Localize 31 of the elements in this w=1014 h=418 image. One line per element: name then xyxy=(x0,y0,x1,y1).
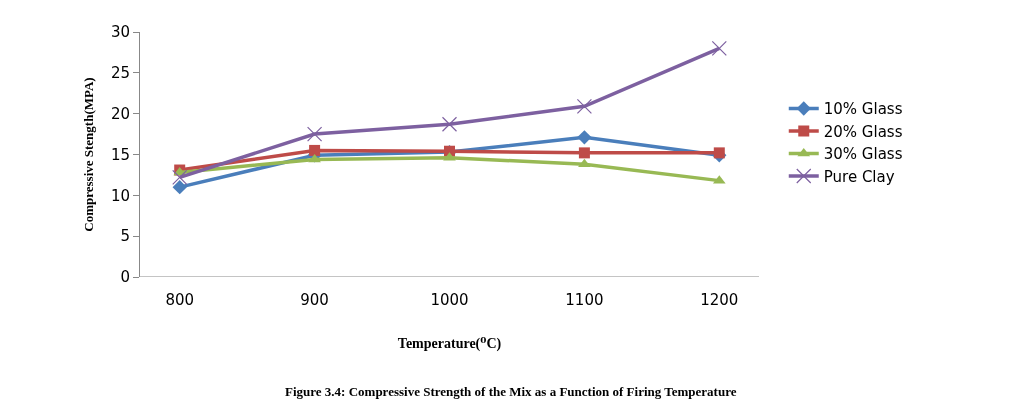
x-tick-label: 1100 xyxy=(565,291,604,309)
point xyxy=(578,158,591,168)
point xyxy=(441,116,458,132)
point xyxy=(309,144,321,156)
y-axis-title: Compressive Stength(MPA) xyxy=(80,77,96,232)
x-tick-label: 1200 xyxy=(700,291,739,309)
x-tick-label: 1000 xyxy=(430,291,469,309)
point xyxy=(308,153,321,163)
point xyxy=(576,98,592,114)
legend-label: 20% Glass xyxy=(823,122,903,141)
point xyxy=(307,126,323,142)
y-tick-label: 0 xyxy=(120,268,130,287)
y-tick-label: 10 xyxy=(110,186,130,205)
x-tick-label: 900 xyxy=(300,291,329,309)
y-tick-label: 5 xyxy=(120,227,130,246)
y-tick-label: 20 xyxy=(110,104,130,123)
point xyxy=(172,180,187,195)
y-tick-label: 15 xyxy=(110,145,130,164)
point xyxy=(172,169,188,185)
caption: Figure 3.4: Compressive Strength of the Mix as a Function of Firing Temperature xyxy=(285,384,737,399)
legend-label: Pure Clay xyxy=(823,167,895,186)
legend-label: 30% Glass xyxy=(823,145,903,164)
point xyxy=(578,147,590,159)
point xyxy=(577,130,592,145)
legend-label: 10% Glass xyxy=(823,100,903,119)
x-tick-label: 800 xyxy=(165,291,195,309)
x-axis-title: Temperature(⁰C) xyxy=(397,336,502,353)
y-tick-label: 25 xyxy=(110,64,130,83)
point xyxy=(713,147,725,159)
y-tick-label: 30 xyxy=(110,23,130,42)
point xyxy=(711,40,727,56)
